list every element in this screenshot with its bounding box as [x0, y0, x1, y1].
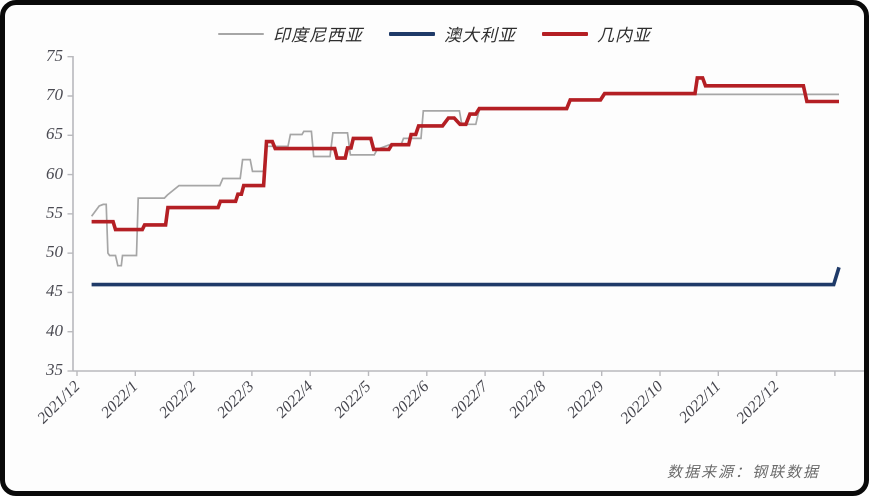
y-tick-label: 55	[46, 202, 63, 222]
legend-swatch-icon	[389, 31, 435, 36]
y-tick-label: 60	[46, 163, 63, 183]
y-tick-label: 65	[46, 124, 63, 144]
y-tick-label: 75	[46, 45, 63, 65]
legend-item-3: 几内亚	[542, 21, 651, 46]
legend-item-2: 澳大利亚	[389, 21, 516, 46]
series-line-1	[90, 93, 839, 267]
series-line-3	[91, 76, 839, 232]
chart-legend: 印度尼西亚 澳大利亚 几内亚	[5, 21, 864, 46]
line-chart-canvas	[67, 56, 864, 376]
legend-label: 印度尼西亚	[273, 26, 363, 45]
y-tick-label: 40	[46, 320, 63, 340]
y-tick-label: 35	[46, 360, 63, 379]
series-line-2	[91, 266, 841, 287]
data-source-note: 数据来源：钢联数据	[666, 465, 820, 481]
legend-swatch-icon	[542, 31, 588, 36]
legend-label: 几内亚	[597, 26, 651, 45]
legend-swatch-icon	[218, 32, 264, 35]
y-tick-label: 70	[46, 85, 63, 104]
legend-item-1: 印度尼西亚	[218, 21, 363, 46]
legend-label: 澳大利亚	[444, 26, 516, 45]
y-tick-label: 45	[46, 281, 63, 301]
y-tick-label: 50	[46, 242, 63, 262]
